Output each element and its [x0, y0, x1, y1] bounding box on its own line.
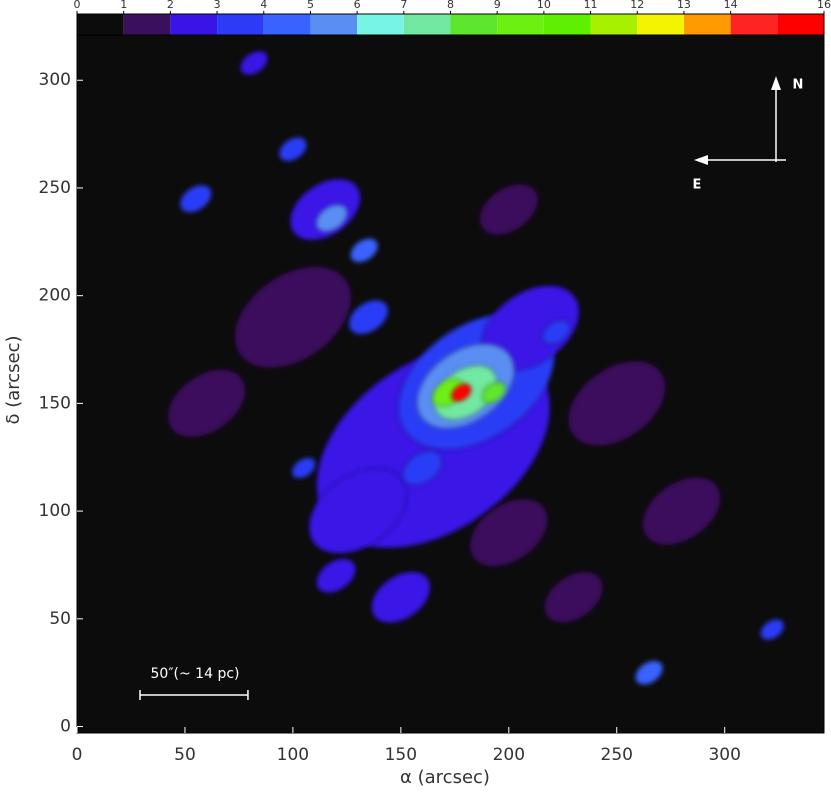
emission-blob: [642, 476, 721, 546]
emission-blob: [635, 660, 664, 685]
emission-blob: [179, 184, 212, 213]
x-tick-label: 0: [72, 745, 83, 765]
emission-blob: [479, 183, 539, 236]
y-tick-label: 200: [39, 286, 71, 306]
colorbar-tick-label: 12: [630, 0, 644, 11]
colorbar-tick-label: 2: [167, 0, 174, 11]
emission-blob: [234, 266, 352, 369]
colorbar-tick-label: 10: [537, 0, 551, 11]
y-axis-title: δ (arcsec): [3, 335, 24, 424]
x-axis-title: α (arcsec): [400, 767, 490, 788]
emission-blob: [481, 382, 506, 404]
colorbar-segment: [77, 14, 124, 35]
x-tick-label: 300: [708, 745, 740, 765]
emission-blob: [308, 468, 407, 554]
emission-blob: [544, 571, 604, 624]
colorbar-tick-label: 8: [447, 0, 454, 11]
emission-blob: [760, 619, 785, 641]
colorbar-segment: [590, 14, 638, 35]
colorbar-segment: [497, 14, 544, 35]
colorbar-segment: [357, 14, 404, 35]
emission-blob: [542, 320, 571, 345]
emission-blob: [350, 238, 379, 263]
colorbar-tick-label: 6: [354, 0, 361, 11]
colorbar-tick-label: 11: [584, 0, 598, 11]
y-tick-label: 100: [39, 501, 71, 521]
colorbar-segment: [123, 14, 171, 35]
colorbar-segment: [170, 14, 218, 35]
emission-blob: [469, 498, 549, 567]
emission-blob: [167, 369, 246, 438]
colorbar-tick-label: 7: [400, 0, 407, 11]
colorbar-segment: [543, 14, 591, 35]
x-tick-label: 100: [277, 745, 309, 765]
colorbar-tick-label: 16: [817, 0, 831, 11]
colorbar-segment: [217, 14, 264, 35]
y-tick-label: 150: [39, 393, 71, 413]
x-tick-label: 250: [601, 745, 633, 765]
colorbar-segment: [777, 14, 824, 35]
emission-blob: [291, 457, 316, 479]
colorbar-tick-label: 13: [677, 0, 691, 11]
colorbar-tick-label: 4: [260, 0, 267, 11]
emission-blob: [316, 558, 356, 594]
colorbar-segment: [403, 14, 451, 35]
emission-blob: [348, 299, 389, 335]
y-tick-label: 0: [60, 717, 71, 737]
colorbar-tick-label: 5: [307, 0, 314, 11]
y-tick-label: 300: [39, 70, 71, 90]
x-tick-label: 200: [493, 745, 525, 765]
emission-blob: [278, 136, 307, 162]
emission-blob: [567, 360, 666, 447]
emission-blob: [402, 450, 443, 486]
scalebar-label: 50″(~ 14 pc): [151, 666, 240, 682]
x-tick-label: 150: [385, 745, 417, 765]
emission-map: [167, 50, 785, 685]
north-arrowhead: [771, 76, 781, 90]
compass-east: E: [693, 178, 702, 193]
colorbar-tick-label: 9: [494, 0, 501, 11]
y-tick-label: 250: [39, 178, 71, 198]
y-tick-label: 50: [49, 609, 71, 629]
colorbar-tick-label: 0: [74, 0, 81, 11]
colorbar-segment: [310, 14, 358, 35]
emission-blob: [240, 50, 269, 76]
x-tick-label: 50: [174, 745, 196, 765]
colorbar-segment: [450, 14, 498, 35]
compass: N E: [693, 76, 804, 193]
east-arrowhead: [694, 155, 708, 165]
colorbar-segment: [730, 14, 778, 35]
compass-north: N: [793, 78, 804, 93]
colorbar-segment: [263, 14, 311, 35]
colorbar-tick-label: 3: [214, 0, 221, 11]
emission-blob: [315, 204, 348, 233]
colorbar-segment: [683, 14, 731, 35]
colorbar-tick-label: 14: [724, 0, 738, 11]
emission-blob: [371, 571, 431, 624]
colorbar-tick-label: 1: [120, 0, 127, 11]
emission-blob: [451, 383, 472, 402]
colorbar-segment: [637, 14, 684, 35]
